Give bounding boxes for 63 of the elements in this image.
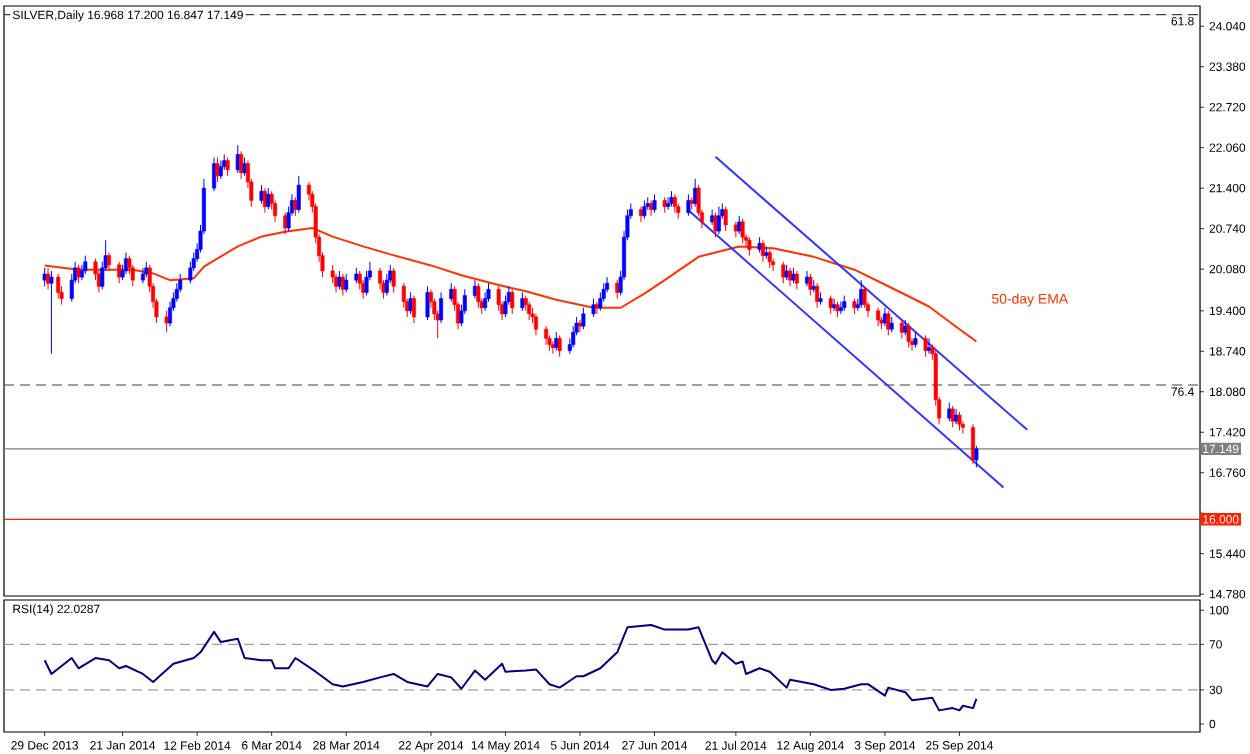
candlestick bbox=[591, 298, 596, 318]
candlestick bbox=[923, 334, 928, 358]
candlestick bbox=[510, 288, 515, 315]
candlestick bbox=[960, 420, 965, 434]
candlestick bbox=[496, 285, 501, 312]
candlestick bbox=[391, 267, 396, 293]
candlestick bbox=[557, 334, 562, 358]
candlestick bbox=[794, 270, 799, 290]
candlestick bbox=[828, 294, 833, 315]
candlestick bbox=[672, 193, 677, 214]
candlestick bbox=[476, 282, 481, 309]
candlestick bbox=[239, 150, 244, 180]
candlestick bbox=[439, 291, 444, 324]
candlestick bbox=[971, 423, 975, 465]
candlestick bbox=[49, 270, 54, 355]
candlestick bbox=[344, 273, 349, 293]
candlestick bbox=[330, 264, 335, 284]
candlestick bbox=[296, 175, 301, 214]
candlestick bbox=[601, 282, 606, 303]
candlestick bbox=[581, 307, 586, 330]
candlestick bbox=[503, 294, 508, 318]
candlestick bbox=[107, 252, 112, 272]
candlestick bbox=[384, 273, 389, 296]
candlestick bbox=[273, 199, 278, 223]
candlestick bbox=[950, 405, 955, 428]
candlestick bbox=[56, 273, 61, 300]
candlestick bbox=[713, 212, 718, 238]
candlestick bbox=[425, 285, 430, 321]
candlestick bbox=[408, 291, 413, 315]
candlestick bbox=[652, 193, 657, 214]
candlestick bbox=[906, 322, 911, 349]
candlestick bbox=[838, 301, 843, 315]
candlestick bbox=[767, 248, 772, 269]
candlestick bbox=[527, 301, 532, 321]
candlestick bbox=[974, 445, 979, 468]
candlestick bbox=[215, 156, 220, 183]
candlestick bbox=[42, 267, 47, 287]
candlestick bbox=[174, 282, 179, 303]
candlestick bbox=[483, 291, 488, 312]
candlestick bbox=[76, 264, 81, 284]
candlestick bbox=[242, 156, 247, 177]
candlestick bbox=[188, 261, 193, 284]
candlestick bbox=[225, 156, 230, 177]
candlestick bbox=[486, 282, 491, 303]
candlestick bbox=[862, 285, 867, 309]
candlestick bbox=[235, 144, 240, 174]
candlestick bbox=[571, 325, 576, 349]
candlestick bbox=[740, 218, 745, 244]
candlestick bbox=[401, 282, 406, 309]
candlestick bbox=[259, 184, 264, 204]
candlestick bbox=[598, 291, 603, 312]
candlestick bbox=[642, 199, 647, 220]
candlestick bbox=[876, 307, 881, 327]
candlestick bbox=[340, 273, 345, 296]
candlestick bbox=[957, 411, 962, 431]
candlestick bbox=[747, 236, 752, 257]
candlestick bbox=[130, 264, 135, 287]
candlestick bbox=[140, 267, 145, 284]
candlestick bbox=[723, 206, 728, 232]
candlestick bbox=[83, 255, 88, 275]
line-series bbox=[43, 624, 978, 712]
candlestick bbox=[364, 270, 369, 296]
candlestick bbox=[164, 310, 169, 333]
